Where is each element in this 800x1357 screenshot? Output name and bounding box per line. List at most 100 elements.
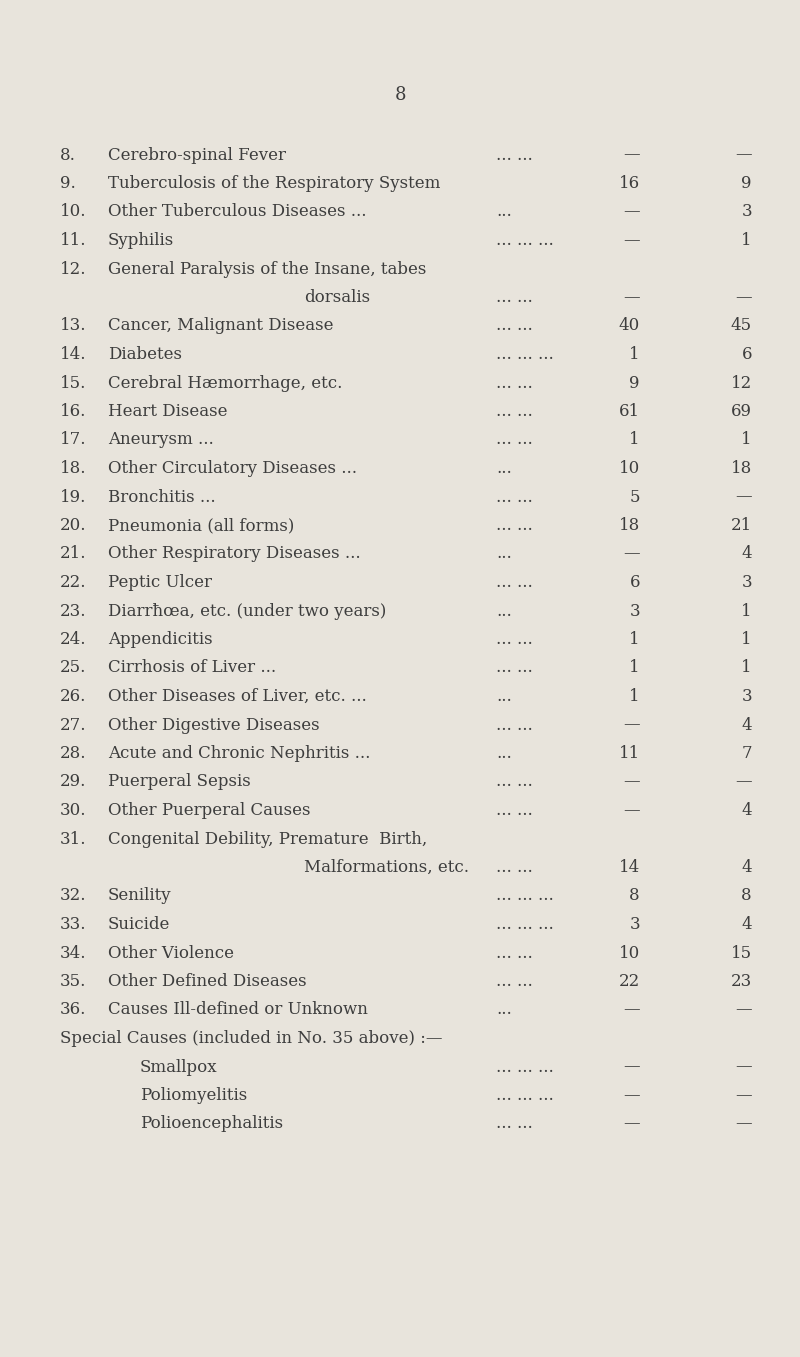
Text: Tuberculosis of the Respiratory System: Tuberculosis of the Respiratory System [108,175,440,191]
Text: Other Circulatory Diseases ...: Other Circulatory Diseases ... [108,460,357,478]
Text: Polioencephalitis: Polioencephalitis [140,1115,283,1133]
Text: ... ...: ... ... [496,517,533,535]
Text: ... ...: ... ... [496,489,533,506]
Text: Other Diseases of Liver, etc. ...: Other Diseases of Liver, etc. ... [108,688,366,706]
Text: 11.: 11. [60,232,86,248]
Text: 8: 8 [742,887,752,905]
Text: 5: 5 [630,489,640,506]
Text: 6: 6 [742,346,752,364]
Text: ... ...: ... ... [496,1115,533,1133]
Text: Cancer, Malignant Disease: Cancer, Malignant Disease [108,318,334,334]
Text: 1: 1 [630,346,640,364]
Text: ... ... ...: ... ... ... [496,887,554,905]
Text: Pneumonia (all forms): Pneumonia (all forms) [108,517,294,535]
Text: ... ...: ... ... [496,802,533,820]
Text: 25.: 25. [60,660,86,677]
Text: Appendicitis: Appendicitis [108,631,213,649]
Text: 1: 1 [630,688,640,706]
Text: Heart Disease: Heart Disease [108,403,227,421]
Text: dorsalis: dorsalis [304,289,370,305]
Text: 1: 1 [742,603,752,620]
Text: Malformations, etc.: Malformations, etc. [304,859,469,877]
Text: ... ...: ... ... [496,631,533,649]
Text: ... ... ...: ... ... ... [496,916,554,934]
Text: Diabetes: Diabetes [108,346,182,364]
Text: 8: 8 [630,887,640,905]
Text: 33.: 33. [60,916,86,934]
Text: 9.: 9. [60,175,76,191]
Text: 22.: 22. [60,574,86,592]
Text: 10: 10 [618,460,640,478]
Text: Cerebral Hæmorrhage, etc.: Cerebral Hæmorrhage, etc. [108,375,342,392]
Text: 16.: 16. [60,403,86,421]
Text: —: — [623,1115,640,1133]
Text: —: — [735,289,752,305]
Text: —: — [623,232,640,248]
Text: Poliomyelitis: Poliomyelitis [140,1087,247,1105]
Text: ... ...: ... ... [496,944,533,962]
Text: ... ...: ... ... [496,773,533,791]
Text: —: — [623,773,640,791]
Text: —: — [623,716,640,734]
Text: 8: 8 [394,85,406,104]
Text: ... ... ...: ... ... ... [496,346,554,364]
Text: ...: ... [496,460,512,478]
Text: 16: 16 [619,175,640,191]
Text: —: — [623,546,640,563]
Text: 45: 45 [731,318,752,334]
Text: 14.: 14. [60,346,86,364]
Text: 3: 3 [630,603,640,620]
Text: Cirrhosis of Liver ...: Cirrhosis of Liver ... [108,660,276,677]
Text: Bronchitis ...: Bronchitis ... [108,489,216,506]
Text: 36.: 36. [60,1001,86,1019]
Text: 14: 14 [618,859,640,877]
Text: 1: 1 [742,432,752,449]
Text: 22: 22 [618,973,640,991]
Text: 12.: 12. [60,261,86,277]
Text: —: — [735,1058,752,1076]
Text: ... ...: ... ... [496,973,533,991]
Text: 4: 4 [742,546,752,563]
Text: Other Digestive Diseases: Other Digestive Diseases [108,716,320,734]
Text: ...: ... [496,1001,512,1019]
Text: —: — [735,1001,752,1019]
Text: 69: 69 [731,403,752,421]
Text: ...: ... [496,745,512,763]
Text: 18: 18 [730,460,752,478]
Text: —: — [623,802,640,820]
Text: Aneurysm ...: Aneurysm ... [108,432,214,449]
Text: Congenital Debility, Premature  Birth,: Congenital Debility, Premature Birth, [108,830,427,848]
Text: 28.: 28. [60,745,86,763]
Text: 13.: 13. [60,318,86,334]
Text: ... ...: ... ... [496,660,533,677]
Text: 30.: 30. [60,802,86,820]
Text: 8.: 8. [60,147,76,163]
Text: 11: 11 [618,745,640,763]
Text: Suicide: Suicide [108,916,170,934]
Text: 6: 6 [630,574,640,592]
Text: 1: 1 [630,432,640,449]
Text: Diarrħœa, etc. (under two years): Diarrħœa, etc. (under two years) [108,603,386,620]
Text: —: — [623,1058,640,1076]
Text: Other Defined Diseases: Other Defined Diseases [108,973,306,991]
Text: 17.: 17. [60,432,86,449]
Text: Peptic Ulcer: Peptic Ulcer [108,574,212,592]
Text: 3: 3 [742,688,752,706]
Text: 23.: 23. [60,603,86,620]
Text: 1: 1 [630,660,640,677]
Text: 12: 12 [730,375,752,392]
Text: Special Causes (included in No. 35 above) :—: Special Causes (included in No. 35 above… [60,1030,442,1048]
Text: Other Violence: Other Violence [108,944,234,962]
Text: Causes Ill-defined or Unknown: Causes Ill-defined or Unknown [108,1001,368,1019]
Text: —: — [735,489,752,506]
Text: ... ...: ... ... [496,859,533,877]
Text: —: — [623,1087,640,1105]
Text: 19.: 19. [60,489,86,506]
Text: 3: 3 [742,204,752,220]
Text: 4: 4 [742,802,752,820]
Text: ... ... ...: ... ... ... [496,1087,554,1105]
Text: ... ... ...: ... ... ... [496,1058,554,1076]
Text: 10: 10 [618,944,640,962]
Text: 31.: 31. [60,830,86,848]
Text: ... ...: ... ... [496,574,533,592]
